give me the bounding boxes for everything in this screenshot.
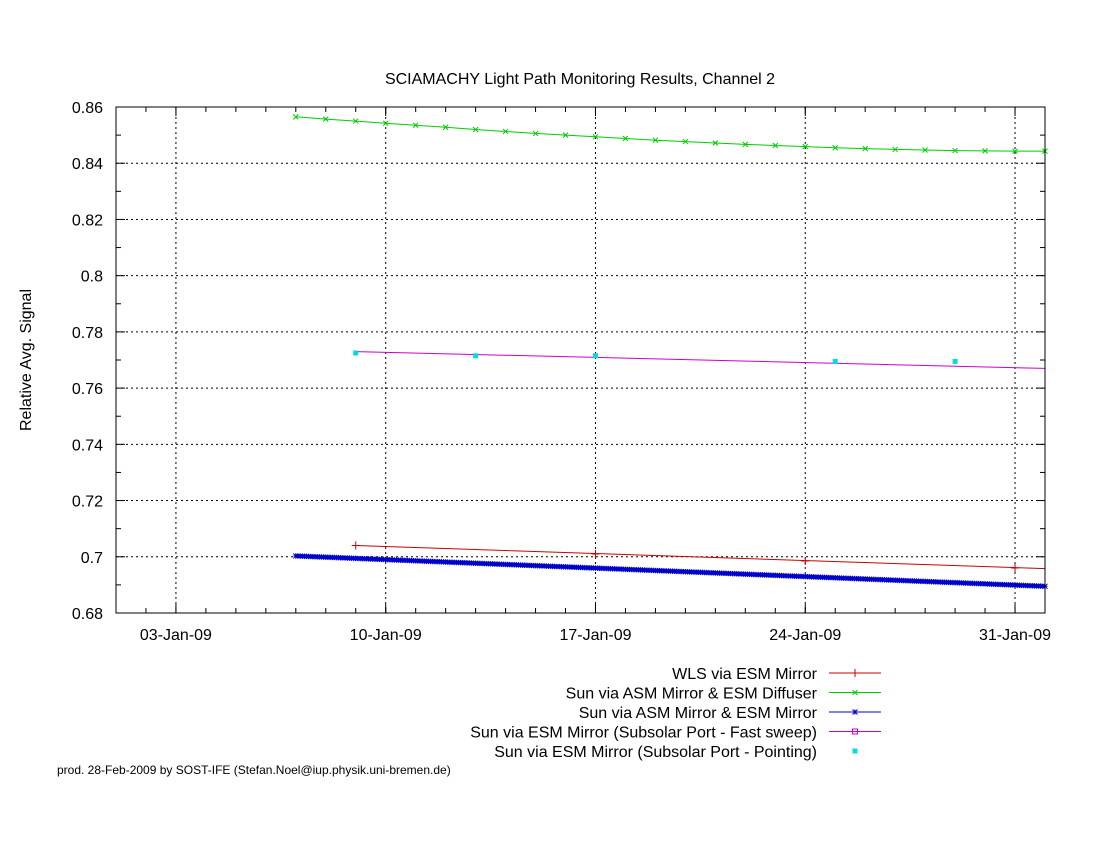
plus-marker — [1011, 564, 1020, 573]
legend-label: Sun via ESM Mirror (Subsolar Port - Fast… — [470, 725, 817, 742]
pointing-point — [832, 358, 838, 364]
x-marker — [802, 143, 809, 150]
pointing-point — [952, 358, 958, 364]
square-marker — [852, 728, 858, 735]
x-marker — [862, 145, 869, 152]
x-marker — [532, 130, 539, 137]
x-tick-label: 31-Jan-09 — [979, 627, 1051, 644]
x-marker — [622, 135, 629, 142]
x-marker — [982, 147, 988, 154]
axes: 0.68 0.7 0.72 0.74 0.76 0.78 0.8 0.82 0.84 0.86 03… — [72, 100, 1051, 644]
y-tick-label: 0.7 — [81, 550, 103, 567]
star-marker — [852, 709, 858, 715]
x-tick-label: 24-Jan-09 — [769, 627, 841, 644]
grid — [116, 107, 1045, 613]
x-tick-label: 10-Jan-09 — [350, 627, 422, 644]
y-tick-label: 0.76 — [72, 381, 103, 398]
y-tick-label: 0.86 — [72, 100, 103, 117]
y-tick-label: 0.84 — [72, 156, 103, 173]
y-tick-label: 0.8 — [81, 269, 103, 286]
series-line — [355, 351, 1046, 369]
plus-marker — [851, 669, 859, 677]
x-marker — [952, 147, 958, 154]
x-tick-label: 17-Jan-09 — [559, 627, 631, 644]
pointing-point — [473, 353, 479, 359]
y-tick-label: 0.68 — [72, 606, 103, 623]
x-marker — [712, 140, 719, 146]
plot-frame — [115, 106, 1046, 614]
y-tick-label: 0.82 — [72, 212, 103, 229]
plus-marker — [591, 549, 600, 558]
plot-area — [292, 113, 1048, 590]
y-tick-label: 0.72 — [72, 494, 103, 511]
x-marker — [352, 118, 359, 124]
x-marker — [742, 141, 749, 148]
x-tick-label: 03-Jan-09 — [140, 627, 212, 644]
legend: WLS via ESM Mirror Sun via ASM Mirror & E… — [470, 666, 881, 761]
series-4 — [353, 350, 958, 364]
series-0 — [351, 541, 1046, 573]
series-3 — [355, 351, 1046, 369]
x-marker — [852, 689, 858, 696]
x-marker — [442, 124, 449, 131]
series-1 — [292, 113, 1048, 154]
x-marker — [412, 122, 419, 129]
x-marker — [472, 126, 479, 133]
x-marker — [322, 116, 329, 122]
legend-entry-4: Sun via ESM Mirror (Subsolar Port - Poin… — [494, 744, 858, 761]
pointing-point — [353, 350, 359, 356]
plus-marker — [351, 541, 360, 550]
x-marker — [502, 128, 509, 135]
production-footer: prod. 28-Feb-2009 by SOST-IFE (Stefan.No… — [57, 763, 451, 777]
series-line — [295, 116, 1045, 152]
legend-entry-2: Sun via ASM Mirror & ESM Mirror — [579, 705, 881, 722]
x-marker — [562, 132, 569, 138]
x-marker — [292, 113, 299, 120]
legend-label: WLS via ESM Mirror — [672, 666, 818, 683]
plus-marker — [801, 556, 810, 565]
pointing-point — [592, 353, 598, 359]
chart-title: SCIAMACHY Light Path Monitoring Results,… — [385, 71, 775, 88]
x-marker — [892, 146, 899, 153]
legend-entry-1: Sun via ASM Mirror & ESM Diffuser — [566, 686, 881, 703]
legend-entry-0: WLS via ESM Mirror — [672, 666, 881, 683]
x-marker — [832, 144, 839, 151]
x-marker — [682, 138, 689, 145]
x-marker — [592, 133, 599, 140]
legend-label: Sun via ESM Mirror (Subsolar Port - Poin… — [494, 744, 817, 761]
series-line — [355, 545, 1046, 570]
x-marker — [772, 142, 779, 149]
x-marker — [652, 137, 659, 144]
y-axis-label: Relative Avg. Signal — [18, 289, 35, 431]
x-marker — [1012, 148, 1018, 154]
legend-label: Sun via ASM Mirror & ESM Diffuser — [566, 686, 818, 703]
series-2 — [292, 553, 1048, 590]
legend-label: Sun via ASM Mirror & ESM Mirror — [579, 705, 818, 722]
x-marker — [382, 120, 389, 127]
legend-swatch — [852, 748, 858, 754]
y-tick-label: 0.74 — [72, 437, 103, 454]
y-tick-label: 0.78 — [72, 325, 103, 342]
x-marker — [922, 147, 928, 153]
legend-entry-3: Sun via ESM Mirror (Subsolar Port - Fast… — [470, 725, 881, 742]
